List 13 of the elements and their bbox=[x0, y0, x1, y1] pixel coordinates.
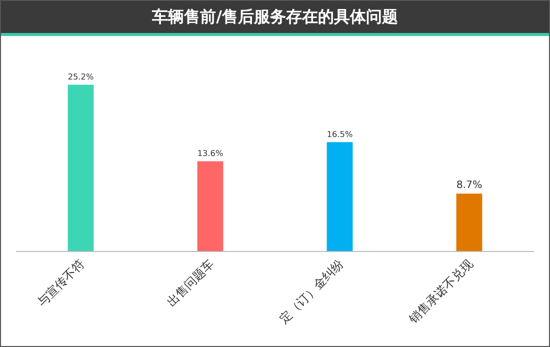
data-label: 25.2% bbox=[68, 72, 94, 82]
x-tick-label: 销售承诺不兑现 bbox=[406, 256, 476, 327]
data-label: 16.5% bbox=[326, 129, 353, 140]
data-label: 8.7% bbox=[456, 180, 483, 192]
bar bbox=[456, 194, 482, 251]
bar bbox=[68, 84, 94, 251]
x-tick-label: 定（订）金纠纷 bbox=[276, 256, 346, 326]
bar bbox=[326, 142, 353, 251]
data-label: 13.6% bbox=[197, 148, 224, 158]
x-tick-label: 与宣传不符 bbox=[34, 256, 88, 310]
chart-title: 车辆售前/售后服务存在的具体问题 bbox=[1, 1, 549, 36]
x-tick-label: 出售问题车 bbox=[164, 256, 217, 310]
bar bbox=[197, 161, 224, 251]
